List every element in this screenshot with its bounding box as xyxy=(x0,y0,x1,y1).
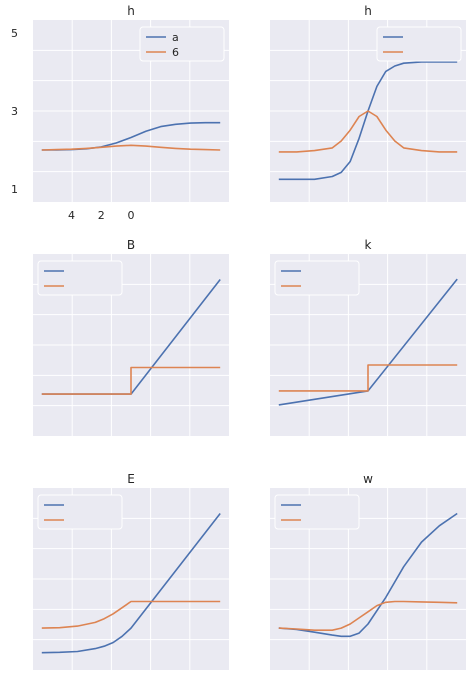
series-line-1 xyxy=(278,512,458,638)
legend-box xyxy=(376,26,462,62)
x-tick-label: 0 xyxy=(128,209,135,222)
legend-box xyxy=(37,260,123,296)
legend xyxy=(274,260,360,296)
legend-box xyxy=(274,260,360,296)
series-line-2 xyxy=(278,364,458,392)
series-line-2 xyxy=(41,600,221,629)
series-line-2 xyxy=(41,144,221,151)
legend-label: a xyxy=(172,31,179,44)
legend-label: 6 xyxy=(172,46,179,59)
legend xyxy=(37,494,123,530)
y-tick-label: 5 xyxy=(11,27,18,40)
subplot-6: w xyxy=(270,472,466,670)
x-tick-label: 2 xyxy=(98,209,105,222)
legend xyxy=(37,260,123,296)
subplot-3: B xyxy=(33,238,229,436)
series-line-2 xyxy=(278,600,458,631)
legend-box xyxy=(37,494,123,530)
y-tick-label: 3 xyxy=(11,105,18,118)
series-line-1 xyxy=(41,513,221,654)
panel-title: h xyxy=(127,4,135,18)
subplot-4: k xyxy=(270,238,466,436)
series-line-2 xyxy=(278,110,458,153)
legend-box xyxy=(274,494,360,530)
legend xyxy=(376,26,462,62)
legend-box xyxy=(139,26,225,62)
legend xyxy=(274,494,360,530)
x-tick-label: 4 xyxy=(68,209,75,222)
panel-title: w xyxy=(363,472,373,486)
panel-title: h xyxy=(364,4,372,18)
panel-title: B xyxy=(127,238,135,252)
series-line-2 xyxy=(41,366,221,395)
subplot-2: h xyxy=(270,4,466,202)
subplot-5: E xyxy=(33,472,229,670)
y-tick-label: 1 xyxy=(11,183,18,196)
legend: a6 xyxy=(139,26,225,62)
panel-title: E xyxy=(127,472,135,486)
panel-title: k xyxy=(365,238,372,252)
gridlines xyxy=(270,20,466,202)
